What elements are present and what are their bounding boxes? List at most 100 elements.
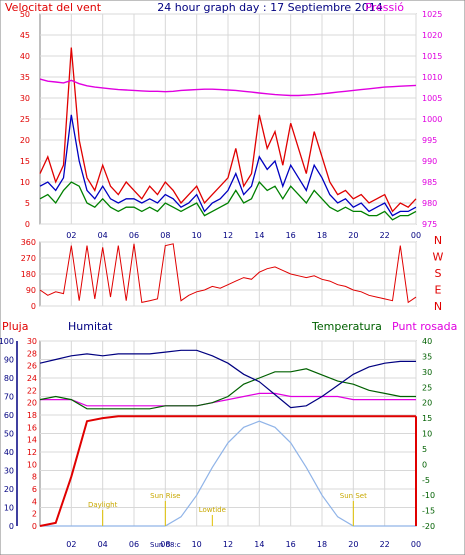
rain-tick-label: 4 [32, 497, 37, 506]
wind-tick-label: 40 [20, 52, 30, 61]
humidity-tick-label: 10 [4, 504, 14, 513]
humidity-y-axis-labels: 0 10 20 30 40 50 60 70 80 90 100 [0, 337, 18, 531]
series-temperature [39, 368, 416, 410]
rain-tick-label: 18 [27, 411, 37, 420]
series-direction [39, 243, 417, 304]
temperature-y-axis-labels: -20 -15 -10 -5 0 5 10 15 20 25 30 35 40 [422, 337, 435, 531]
direction-y-axis-labels: 0 90 180 270 360 [21, 238, 36, 311]
compass-label: S [435, 267, 442, 280]
wind-tick-label: 25 [20, 115, 30, 124]
wind-panel-grid [40, 13, 417, 225]
x-tick-label: 18 [317, 231, 327, 240]
x-tick-label: 06 [129, 540, 139, 549]
humidity-tick-label: 0 [9, 522, 14, 531]
rain-tick-label: 16 [27, 423, 37, 432]
x-tick-label: 10 [192, 540, 202, 549]
humidity-tick-label: 90 [4, 356, 14, 365]
pressure-tick-label: 995 [422, 136, 437, 145]
pressure-tick-label: 1000 [422, 115, 442, 124]
pressure-y-axis-labels: 975 980 985 990 995 1000 1005 1010 1015 1020 1025 [422, 10, 442, 229]
x-tick-label: 22 [380, 231, 390, 240]
temperature-tick-label: 25 [422, 383, 432, 392]
humidity-tick-label: 80 [4, 374, 14, 383]
annotation-label: Sun Rise [150, 492, 180, 500]
wind-tick-label: 10 [20, 178, 30, 187]
wind-tick-label: 20 [20, 136, 30, 145]
rain-tick-label: 8 [32, 473, 37, 482]
temperature-tick-label: 35 [422, 352, 432, 361]
rain-tick-label: 26 [27, 362, 37, 371]
pressure-tick-label: 1015 [422, 52, 442, 61]
series-pressure [39, 78, 417, 97]
wind-tick-label: 5 [25, 199, 30, 208]
x-tick-label: 00 [411, 540, 421, 549]
sun-annotations: Daylight Sun Rise Sun 08:c Lowtide Sun Set [88, 492, 367, 549]
pressure-tick-label: 1025 [422, 10, 442, 19]
x-tick-label: 04 [98, 231, 108, 240]
rain-tick-label: 12 [27, 448, 37, 457]
pressure-tick-label: 1020 [422, 31, 442, 40]
pressure-tick-label: 1010 [422, 73, 442, 82]
series-wind_avg [39, 114, 417, 217]
x-tick-label: 06 [129, 231, 139, 240]
rain-label: Pluja [2, 320, 28, 333]
x-tick-label: 02 [66, 231, 76, 240]
wind-y-axis-labels: 0 5 10 15 20 25 30 35 40 45 50 [20, 10, 30, 229]
rain-tick-label: 14 [27, 436, 37, 445]
pressure-tick-label: 985 [422, 178, 437, 187]
temperature-tick-label: 20 [422, 399, 432, 408]
compass-label: W [433, 251, 444, 264]
x-tick-label: 20 [348, 231, 358, 240]
wind-tick-label: 45 [20, 31, 30, 40]
wind-tick-label: 30 [20, 94, 30, 103]
annotation-label: Lowtide [199, 506, 226, 514]
compass-label: N [434, 300, 442, 313]
wind-panel-lines [39, 47, 417, 221]
humidity-tick-label: 20 [4, 485, 14, 494]
humidity-tick-label: 40 [4, 448, 14, 457]
x-tick-label: 00 [411, 231, 421, 240]
temperature-tick-label: 10 [422, 430, 432, 439]
direction-tick-label: 180 [21, 270, 36, 279]
compass-label: E [435, 284, 442, 297]
x-tick-label: 10 [192, 231, 202, 240]
direction-tick-label: 360 [21, 238, 36, 247]
x-tick-label: 16 [286, 231, 296, 240]
x-tick-label: 12 [223, 231, 233, 240]
rain-tick-label: 24 [27, 374, 37, 383]
rain-tick-label: 0 [32, 522, 37, 531]
wind-speed-label: Velocitat del vent [5, 1, 102, 14]
wind-tick-label: 50 [20, 10, 30, 19]
rain-tick-label: 6 [32, 485, 37, 494]
rain-tick-label: 2 [32, 510, 37, 519]
rain-tick-label: 10 [27, 460, 37, 469]
pressure-tick-label: 980 [422, 199, 437, 208]
annotation-label: Sun 08:c [150, 541, 181, 549]
temperature-label: Temperatura [311, 320, 382, 333]
temperature-tick-label: 40 [422, 337, 432, 346]
x-tick-label: 08 [160, 540, 170, 549]
pressure-tick-label: 1005 [422, 94, 442, 103]
temperature-tick-label: 30 [422, 368, 432, 377]
series-humidity [39, 349, 416, 409]
chart-title: 24 hour graph day : 17 Septiembre 2014 [157, 1, 382, 14]
temperature-tick-label: 15 [422, 414, 432, 423]
temp-x-axis-labels: 02 04 06 08 10 12 14 16 18 20 22 00 [66, 540, 421, 549]
x-tick-label: 08 [160, 231, 170, 240]
x-tick-label: 14 [254, 231, 264, 240]
x-tick-label: 04 [98, 540, 108, 549]
humidity-tick-label: 100 [0, 337, 14, 346]
direction-panel-lines [39, 243, 417, 304]
annotation-label: Sun Set [340, 492, 367, 500]
humidity-tick-label: 30 [4, 467, 14, 476]
wind-tick-label: 35 [20, 73, 30, 82]
humidity-label: Humitat [68, 320, 113, 333]
wind-tick-label: 15 [20, 157, 30, 166]
series-rain [39, 415, 416, 527]
x-tick-label: 02 [66, 540, 76, 549]
x-tick-label: 16 [286, 540, 296, 549]
temperature-tick-label: -10 [422, 491, 435, 500]
